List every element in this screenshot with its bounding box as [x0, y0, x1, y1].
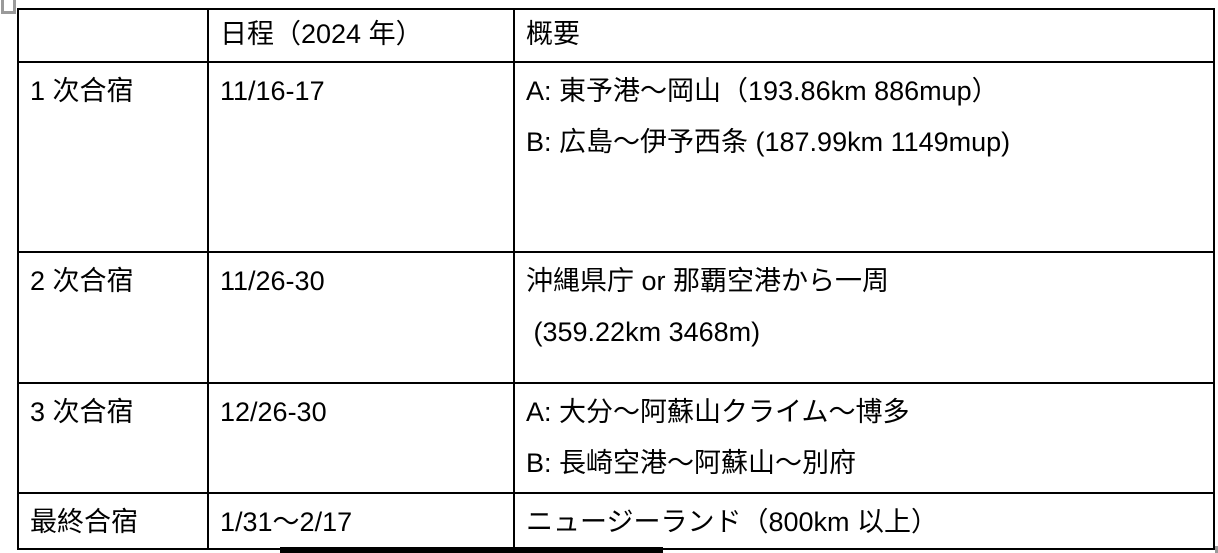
table-move-handle-icon[interactable]	[1, 0, 16, 14]
table-row-camp-1: 1 次合宿 11/16-17 A: 東予港～岡山（193.86km 886mup…	[17, 61, 1215, 253]
date-cell[interactable]: 1/31～2/17	[207, 492, 515, 550]
camp-name-cell[interactable]: 最終合宿	[17, 492, 209, 550]
header-camp-cell[interactable]	[17, 8, 209, 63]
header-date-cell[interactable]: 日程（2024 年）	[207, 8, 515, 63]
overview-line: B: 長崎空港～阿蘇山～別府	[526, 448, 857, 478]
training-camp-table: 日程（2024 年） 概要 1 次合宿 11/16-17 A: 東予港～岡山（1…	[17, 8, 1215, 550]
date-cell[interactable]: 11/26-30	[207, 251, 515, 384]
overview-cell[interactable]: A: 東予港～岡山（193.86km 886mup） B: 広島～伊予西条 (1…	[513, 61, 1215, 253]
overview-cell[interactable]: A: 大分～阿蘇山クライム～博多 B: 長崎空港～阿蘇山～別府	[513, 382, 1215, 494]
date-cell[interactable]: 11/16-17	[207, 61, 515, 253]
overview-line: A: 東予港～岡山（193.86km 886mup）	[526, 76, 999, 106]
camp-name-cell[interactable]: 3 次合宿	[17, 382, 209, 494]
table-row-camp-2: 2 次合宿 11/26-30 沖縄県庁 or 那覇空港から一周 (359.22k…	[17, 251, 1215, 384]
overview-cell[interactable]: 沖縄県庁 or 那覇空港から一周 (359.22km 3468m)	[513, 251, 1215, 384]
camp-name-cell[interactable]: 1 次合宿	[17, 61, 209, 253]
camp-name-cell[interactable]: 2 次合宿	[17, 251, 209, 384]
header-overview-cell[interactable]: 概要	[513, 8, 1215, 63]
table-row-final-camp: 最終合宿 1/31～2/17 ニュージーランド（800km 以上）	[17, 492, 1215, 550]
overview-line: ニュージーランド（800km 以上）	[526, 507, 939, 537]
header-row: 日程（2024 年） 概要	[17, 8, 1215, 63]
overview-cell[interactable]: ニュージーランド（800km 以上）	[513, 492, 1215, 550]
table-resize-handle-icon[interactable]	[1215, 546, 1218, 553]
next-element-top-edge	[280, 547, 663, 553]
date-cell[interactable]: 12/26-30	[207, 382, 515, 494]
overview-line: (359.22km 3468m)	[526, 317, 761, 347]
overview-line: A: 大分～阿蘇山クライム～博多	[526, 397, 910, 427]
overview-line: 沖縄県庁 or 那覇空港から一周	[526, 266, 890, 296]
overview-line: B: 広島～伊予西条 (187.99km 1149mup)	[526, 127, 1011, 157]
table-row-camp-3: 3 次合宿 12/26-30 A: 大分～阿蘇山クライム～博多 B: 長崎空港～…	[17, 382, 1215, 494]
